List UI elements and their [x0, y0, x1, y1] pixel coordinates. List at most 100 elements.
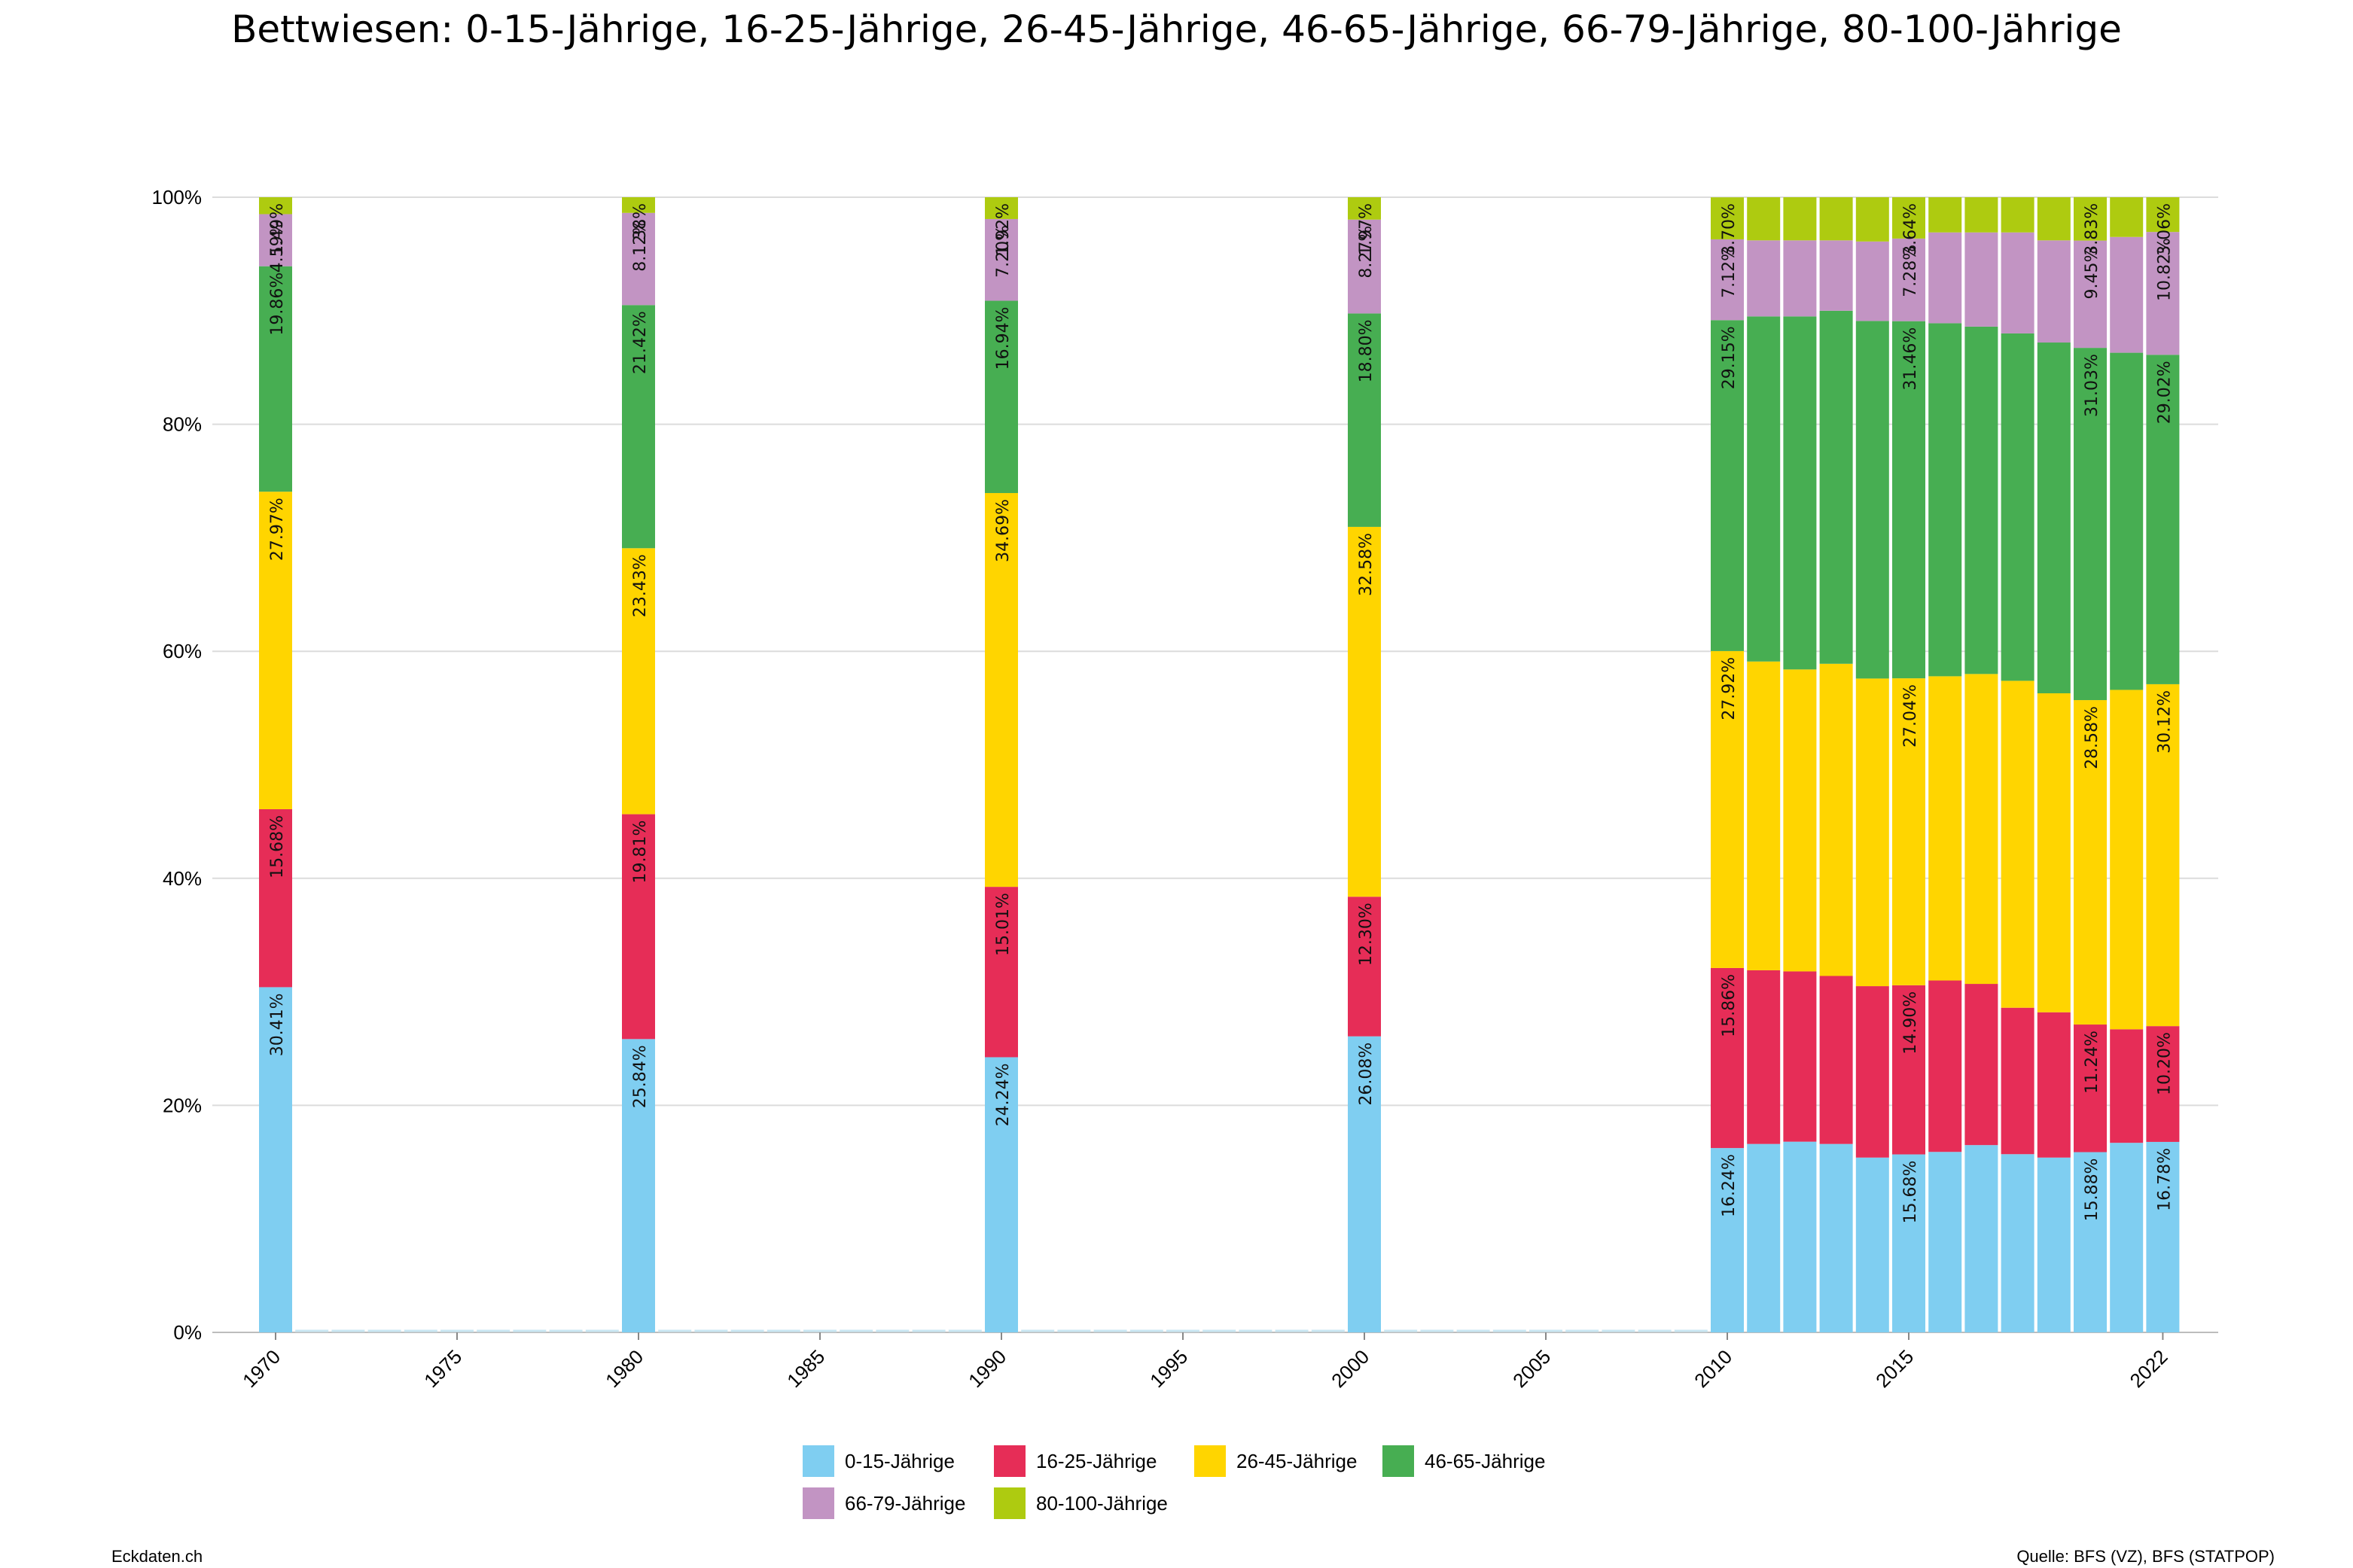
- bar-segment: [1711, 197, 1744, 239]
- bar-segment: [2110, 1029, 2144, 1143]
- bar-segment: [2110, 236, 2144, 353]
- data-label: 7.28%: [1901, 245, 1920, 297]
- y-tick-label: 60%: [163, 640, 202, 662]
- bar-segment: [1964, 1145, 1998, 1332]
- bar-segment: [1783, 1141, 1817, 1332]
- y-tick-label: 0%: [173, 1321, 202, 1344]
- data-label: 4.59%: [268, 220, 287, 272]
- legend-swatch: [994, 1445, 1026, 1477]
- bar-segment: [1855, 197, 1889, 242]
- bar-segment: [1928, 676, 1962, 981]
- bar-segment: [622, 197, 655, 213]
- legend-label: 16-25-Jährige: [1036, 1449, 1157, 1472]
- data-label: 16.78%: [2155, 1148, 2174, 1211]
- y-tick-label: 40%: [163, 867, 202, 890]
- bar-segment: [2074, 240, 2107, 349]
- x-tick-label: 1975: [419, 1345, 466, 1392]
- legend-swatch: [994, 1487, 1026, 1519]
- legend-label: 26-45-Jährige: [1236, 1449, 1358, 1472]
- bar-segment: [2037, 197, 2071, 241]
- data-label: 12.30%: [1357, 903, 1376, 966]
- bar-segment: [2146, 1141, 2180, 1332]
- bar-segment: [985, 197, 1018, 219]
- legend-item-26-45: 26-45-Jährige: [1194, 1445, 1357, 1477]
- bar-segment: [1747, 661, 1781, 970]
- bar-segment: [622, 1039, 655, 1332]
- y-tick-label: 20%: [163, 1094, 202, 1116]
- data-label: 3.64%: [1901, 203, 1920, 256]
- bar-segment: [1348, 197, 1381, 220]
- legend-label: 0-15-Jährige: [845, 1449, 955, 1472]
- bar-segment: [1964, 232, 1998, 327]
- data-label: 15.68%: [268, 815, 287, 878]
- legend-label: 46-65-Jährige: [1425, 1449, 1546, 1472]
- bar-segment: [1892, 678, 1925, 985]
- x-tick-label: 2000: [1327, 1345, 1373, 1392]
- bar-segment: [1892, 1154, 1925, 1332]
- bar-segment: [2037, 1157, 2071, 1332]
- legend-swatch: [1382, 1445, 1414, 1477]
- bar-segment: [1928, 980, 1962, 1152]
- data-label: 1.49%: [268, 203, 287, 256]
- data-label: 3.83%: [2083, 203, 2102, 256]
- x-tick-label: 1990: [964, 1345, 1010, 1392]
- x-tick-label: 1970: [238, 1345, 285, 1392]
- bar-segment: [622, 305, 655, 549]
- bar-segment: [1747, 316, 1781, 662]
- data-labels: 30.41% 15.68% 27.97% 19.86%4.59%1.49% 25.84%…: [268, 203, 2174, 1224]
- data-label: 10.20%: [2155, 1032, 2174, 1095]
- data-label: 18.80%: [1357, 319, 1376, 382]
- bar-segment: [259, 266, 292, 492]
- bar-segment: [1348, 313, 1381, 527]
- bar-segment: [1819, 310, 1853, 664]
- bar-segment: [2001, 1007, 2034, 1155]
- legend-item-16-25: 16-25-Jährige: [994, 1445, 1157, 1477]
- bar-segment: [1348, 1036, 1381, 1332]
- bar-segment: [622, 212, 655, 306]
- data-label: 19.86%: [268, 272, 287, 336]
- bar-segment: [1819, 976, 1853, 1144]
- data-label: 27.92%: [1720, 657, 1739, 720]
- bar-segment: [1711, 967, 1744, 1149]
- bar-segment: [2110, 1143, 2144, 1332]
- bar-segment: [1747, 970, 1781, 1144]
- data-label: 15.88%: [2083, 1158, 2102, 1222]
- x-tick-label: 1980: [601, 1345, 648, 1392]
- x-tick-label: 2010: [1690, 1345, 1736, 1392]
- data-label: 1.92%: [994, 203, 1013, 256]
- bar-segment: [1348, 526, 1381, 897]
- bar-segment: [1964, 197, 1998, 233]
- bar-segment: [1747, 197, 1781, 241]
- bars: [259, 196, 2180, 1332]
- bar-segment: [2037, 343, 2071, 693]
- bar-segment: [1819, 197, 1853, 241]
- data-label: 34.69%: [994, 499, 1013, 562]
- bar-segment: [1892, 985, 1925, 1155]
- bar-segment: [1819, 240, 1853, 311]
- legend-item-66-79: 66-79-Jährige: [803, 1487, 965, 1519]
- bar-segment: [1711, 650, 1744, 968]
- data-label: 11.24%: [2083, 1031, 2102, 1094]
- data-label: 27.97%: [268, 498, 287, 561]
- data-label: 26.08%: [1357, 1043, 1376, 1106]
- legend-item-80-100: 80-100-Jährige: [994, 1487, 1168, 1519]
- bar-segment: [1892, 197, 1925, 239]
- bar-segment: [985, 1057, 1018, 1332]
- legend-item-0-15: 0-15-Jährige: [803, 1445, 955, 1477]
- data-label: 19.81%: [631, 821, 650, 884]
- bar-segment: [1711, 239, 1744, 321]
- bar-segment: [1783, 669, 1817, 972]
- bar-segment: [2074, 348, 2107, 701]
- bar-segment: [2001, 1154, 2034, 1332]
- bar-segment: [2074, 196, 2107, 241]
- bar-segment: [2037, 693, 2071, 1012]
- data-label: 28.58%: [2083, 706, 2102, 769]
- bar-segment: [1892, 238, 1925, 321]
- data-label: 31.03%: [2083, 354, 2102, 417]
- data-label: 29.02%: [2155, 361, 2174, 424]
- bar-segment: [1783, 197, 1817, 241]
- bar-segment: [259, 987, 292, 1332]
- x-tick-label: 2005: [1508, 1345, 1555, 1392]
- bar-segment: [2146, 355, 2180, 684]
